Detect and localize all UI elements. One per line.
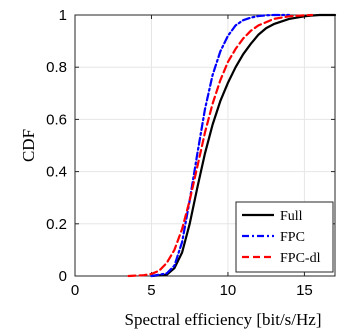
y-tick-label: 0: [59, 268, 67, 285]
y-tick-label: 0.6: [46, 111, 67, 128]
legend: Full FPC FPC-dl: [235, 201, 334, 273]
y-tick-label: 0.4: [46, 164, 67, 181]
x-tick-label: 0: [71, 282, 79, 299]
x-axis-label: Spectral efficiency [bit/s/Hz]: [125, 310, 322, 329]
axis-ticks: 0 5 10 15 0 0.2 0.4 0.6 0.8 1: [46, 7, 335, 299]
y-axis-label: CDF: [19, 129, 38, 162]
series-line-fpc: [150, 13, 291, 278]
x-tick-label: 15: [296, 282, 313, 299]
y-tick-label: 0.8: [46, 59, 67, 76]
x-tick-label: 5: [147, 282, 155, 299]
series-line-full: [150, 13, 337, 278]
series-line-fpc-dl: [127, 13, 314, 278]
legend-label-fpc: FPC: [280, 230, 305, 245]
x-tick-label: 10: [220, 282, 237, 299]
y-tick-label: 0.2: [46, 216, 67, 233]
series-layer: [127, 13, 337, 278]
legend-label-full: Full: [280, 209, 303, 224]
legend-label-fpc-dl: FPC-dl: [280, 251, 321, 266]
y-tick-label: 1: [59, 7, 67, 24]
plot-frame: [74, 14, 336, 277]
